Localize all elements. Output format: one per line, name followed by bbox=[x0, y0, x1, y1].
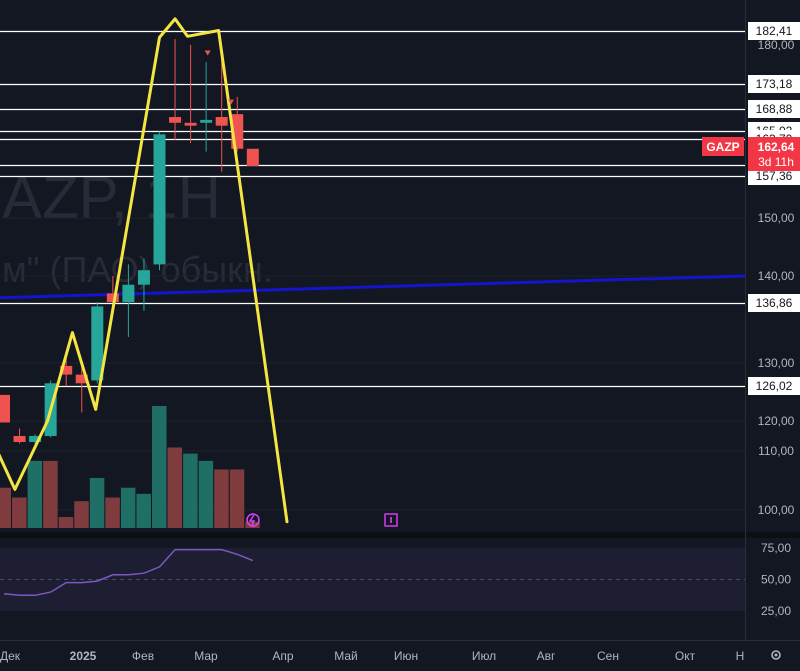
volume-bar bbox=[12, 497, 27, 528]
rsi-band bbox=[0, 548, 745, 611]
last-price: 162,64 bbox=[758, 140, 795, 154]
drawing-layer[interactable] bbox=[0, 17, 289, 524]
rsi-tick-label: 50,00 bbox=[761, 573, 791, 587]
candle-body bbox=[200, 119, 213, 123]
level-label: 126,02 bbox=[756, 379, 793, 393]
candle-body bbox=[169, 117, 182, 123]
level-label: 168,88 bbox=[756, 102, 793, 116]
ticker-badge bbox=[702, 137, 744, 156]
settings-icon-ring bbox=[771, 650, 781, 660]
candle-body bbox=[29, 436, 42, 442]
level-label-badge bbox=[748, 22, 800, 40]
candle-body bbox=[153, 134, 166, 265]
time-tick-label: Дек bbox=[0, 649, 21, 663]
candle-body bbox=[60, 365, 73, 375]
sell-marker bbox=[228, 99, 235, 105]
price-axis-separator bbox=[745, 0, 746, 640]
sell-marker bbox=[204, 50, 211, 56]
info-event-box bbox=[384, 513, 398, 527]
volume-bar bbox=[229, 469, 245, 528]
time-tick-label: 2025 bbox=[70, 649, 97, 663]
candle-body bbox=[122, 284, 135, 303]
level-label: 173,18 bbox=[756, 77, 793, 91]
time-axis[interactable]: Дек 2025 Фев Мар Апр Май Июн Июл Авг Сен Окт Н bbox=[0, 649, 744, 663]
flash-event-ring bbox=[246, 513, 260, 527]
volume-bar bbox=[0, 487, 11, 528]
level-label-badge bbox=[748, 75, 800, 93]
time-tick-label: Н bbox=[736, 649, 745, 663]
ticker-label: GAZP bbox=[706, 140, 739, 154]
volume-bar bbox=[105, 497, 120, 528]
price-badge bbox=[748, 137, 800, 171]
candle-body bbox=[75, 374, 88, 384]
horizontal-levels[interactable] bbox=[0, 30, 745, 388]
level-label: 157,36 bbox=[756, 169, 793, 183]
rsi-indicator bbox=[0, 548, 745, 597]
candle-body bbox=[106, 293, 119, 303]
volume-bar bbox=[198, 460, 214, 528]
volume-bar bbox=[167, 447, 183, 528]
event-icons[interactable] bbox=[246, 513, 398, 527]
volume-bar bbox=[120, 487, 136, 528]
level-label-badge bbox=[748, 294, 800, 312]
rsi-separator bbox=[0, 532, 800, 538]
candle-body bbox=[246, 148, 259, 167]
level-label-badge bbox=[748, 167, 800, 185]
volume-bar bbox=[152, 406, 167, 528]
price-tick-label: 130,00 bbox=[758, 356, 795, 370]
time-tick-label: Окт bbox=[675, 649, 696, 663]
watermark: AZP, 1H м" (ПАО) обыкн. bbox=[2, 164, 273, 290]
time-tick-label: Фев bbox=[132, 649, 154, 663]
level-label: 136,86 bbox=[756, 296, 793, 310]
watermark-ticker: AZP, 1H bbox=[2, 164, 221, 231]
rsi-tick-label: 25,00 bbox=[761, 604, 791, 618]
candle-body bbox=[137, 270, 150, 285]
volume-bar bbox=[89, 477, 105, 528]
time-tick-label: Июн bbox=[394, 649, 418, 663]
flash-event-bolt bbox=[248, 514, 256, 526]
bar-countdown: 3d 11h bbox=[758, 155, 794, 169]
yellow-drawing-line bbox=[0, 17, 289, 524]
candle-body bbox=[13, 436, 26, 442]
price-tick-label: 120,00 bbox=[758, 414, 795, 428]
time-tick-label: Апр bbox=[272, 649, 294, 663]
flash-event-icon bbox=[246, 513, 260, 527]
info-event-icon bbox=[384, 513, 398, 527]
time-tick-label: Июл bbox=[472, 649, 496, 663]
candle-body bbox=[91, 306, 104, 381]
price-tick-label: 140,00 bbox=[758, 269, 795, 283]
rsi-tick-label: 75,00 bbox=[761, 541, 791, 555]
volume-bar bbox=[58, 517, 74, 528]
watermark-company: м" (ПАО) обыкн. bbox=[2, 249, 273, 290]
price-axis[interactable]: 180,00 150,00 140,00 130,00 120,00 110,00 100,… bbox=[758, 38, 795, 618]
candle-body bbox=[215, 117, 228, 126]
last-price-badge: GAZP 162,64 3d 11h bbox=[702, 137, 800, 171]
level-label: 182,41 bbox=[756, 24, 793, 38]
volume-bar bbox=[136, 493, 151, 528]
price-tick-label: 110,00 bbox=[758, 444, 794, 458]
rsi-line bbox=[3, 548, 254, 597]
settings-icon-center bbox=[774, 653, 778, 657]
level-label-badge bbox=[748, 100, 800, 118]
price-tick-label: 100,00 bbox=[758, 503, 795, 517]
candle-body bbox=[0, 394, 10, 423]
volume-bar bbox=[27, 460, 43, 528]
time-tick-label: Май bbox=[334, 649, 358, 663]
price-tick-label: 150,00 bbox=[758, 211, 795, 225]
time-axis-separator bbox=[0, 640, 800, 641]
rsi-pane bbox=[0, 532, 800, 611]
level-label-badge bbox=[748, 377, 800, 395]
time-tick-label: Сен bbox=[597, 649, 619, 663]
candle-body bbox=[184, 122, 197, 126]
time-tick-label: Мар bbox=[194, 649, 218, 663]
settings-icon[interactable] bbox=[771, 650, 781, 660]
volume-bar bbox=[43, 460, 58, 528]
volume-bar bbox=[183, 453, 198, 528]
volume-bar bbox=[74, 501, 89, 528]
volume-bars bbox=[0, 406, 260, 528]
price-tick-label: 180,00 bbox=[758, 38, 795, 52]
volume-bar bbox=[214, 469, 229, 528]
time-tick-label: Авг bbox=[537, 649, 556, 663]
